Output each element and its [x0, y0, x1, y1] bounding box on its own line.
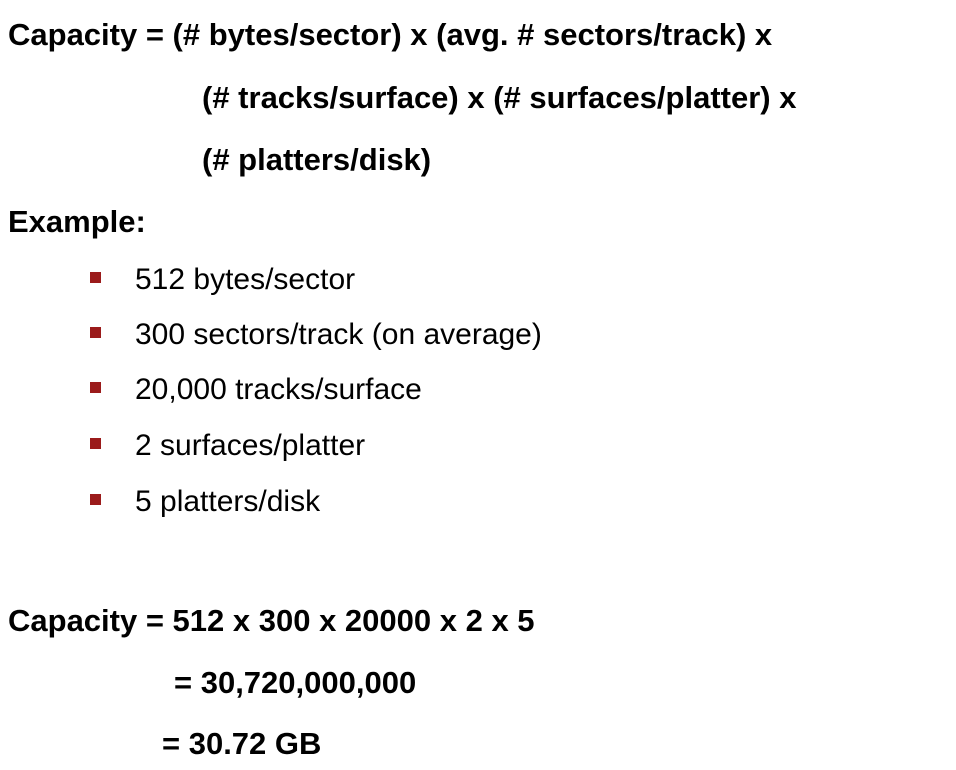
list-item-text: 20,000 tracks/surface	[135, 373, 422, 406]
capacity-result-line-2: = 30,720,000,000	[174, 665, 417, 700]
list-item-text: 5 platters/disk	[135, 485, 321, 518]
list-item-text: 512 bytes/sector	[135, 263, 356, 296]
capacity-result-line-3: = 30.72 GB	[162, 726, 322, 761]
capacity-formula-line-1: Capacity = (# bytes/sector) x (avg. # se…	[8, 17, 773, 52]
list-item-text: 300 sectors/track (on average)	[135, 318, 542, 351]
square-bullet-icon	[90, 494, 101, 505]
square-bullet-icon	[90, 382, 101, 393]
example-heading: Example:	[8, 204, 146, 239]
capacity-result-line-1: Capacity = 512 x 300 x 20000 x 2 x 5	[8, 603, 535, 638]
square-bullet-icon	[90, 272, 101, 283]
square-bullet-icon	[90, 327, 101, 338]
list-item-text: 2 surfaces/platter	[135, 429, 366, 462]
capacity-formula-line-2: (# tracks/surface) x (# surfaces/platter…	[202, 80, 797, 115]
square-bullet-icon	[90, 438, 101, 449]
capacity-formula-line-3: (# platters/disk)	[202, 142, 432, 177]
